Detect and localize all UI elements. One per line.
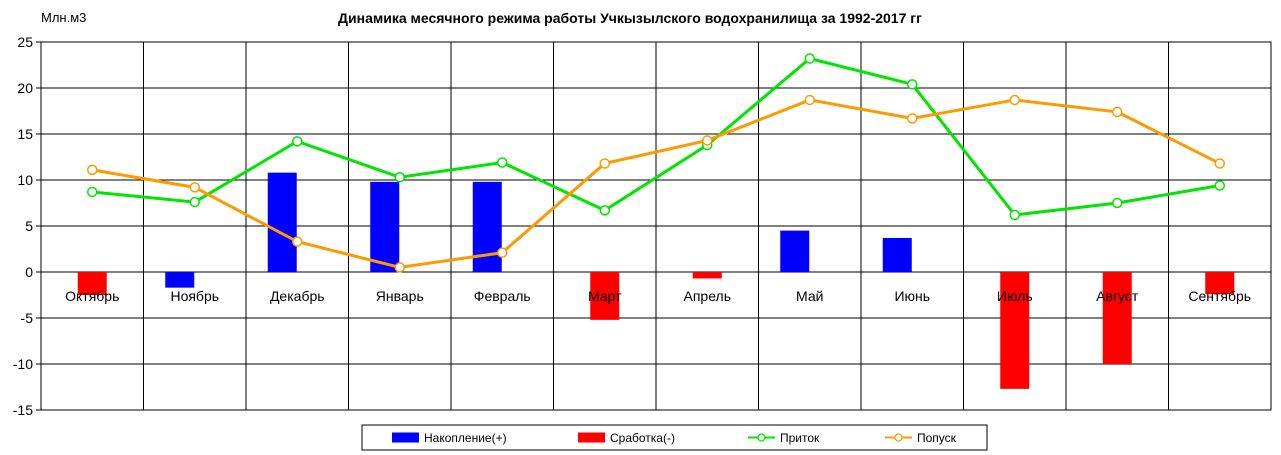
- category-label: Июнь: [894, 288, 930, 304]
- category-label: Ноябрь: [170, 288, 219, 304]
- legend-label: Сработка(-): [610, 431, 675, 445]
- category-label: Январь: [376, 288, 424, 304]
- category-label: Май: [796, 288, 823, 304]
- bar-accumulation: [882, 237, 912, 272]
- bar-drawdown: [590, 272, 620, 320]
- bar-accumulation: [472, 181, 502, 272]
- y-tick-label: 25: [17, 34, 33, 50]
- y-tick-label: 0: [25, 264, 33, 280]
- legend-marker: [894, 433, 903, 442]
- point-release: [599, 158, 610, 169]
- point-release: [87, 164, 98, 176]
- point-release: [1112, 106, 1123, 118]
- legend-label: Попуск: [917, 431, 957, 445]
- legend-swatch: [578, 432, 605, 443]
- point-release: [804, 94, 815, 106]
- point-inflow: [804, 53, 815, 64]
- bar-drawdown: [1102, 272, 1132, 364]
- point-inflow: [1214, 180, 1225, 191]
- category-label: Март: [588, 288, 622, 304]
- category-label: Февраль: [474, 288, 531, 304]
- y-tick-label: 10: [17, 172, 33, 188]
- bar-accumulation: [267, 172, 297, 272]
- point-inflow: [189, 196, 200, 208]
- legend-label: Приток: [780, 431, 820, 445]
- y-tick-label: -15: [13, 402, 33, 418]
- point-release: [1214, 158, 1225, 169]
- line-inflow: [92, 56, 1221, 217]
- category-label: Декабрь: [270, 288, 325, 304]
- point-inflow: [907, 79, 918, 90]
- point-release: [292, 236, 303, 247]
- point-release: [1009, 94, 1020, 106]
- y-tick-label: 15: [17, 126, 33, 142]
- line-release: [91, 98, 1221, 269]
- bar-accumulation: [370, 181, 400, 272]
- point-inflow: [1112, 197, 1123, 209]
- point-inflow: [497, 157, 508, 168]
- point-inflow: [1009, 209, 1020, 221]
- category-label: Август: [1096, 288, 1139, 304]
- point-inflow: [394, 171, 405, 183]
- point-release: [497, 247, 508, 258]
- category-label: Апрель: [684, 288, 732, 304]
- point-inflow: [87, 186, 98, 198]
- category-label: Июль: [997, 288, 1033, 304]
- bar-accumulation: [165, 272, 195, 288]
- y-tick-label: -5: [21, 310, 34, 326]
- legend-marker: [757, 433, 766, 442]
- chart-title: Динамика месячного режима работы Учкызыл…: [338, 10, 922, 26]
- plot-area: 25 20 15 10 5 0 -5 -10 -15 Октябрь Ноябрь Декабрь Ян…: [13, 34, 1272, 418]
- point-release: [907, 113, 918, 124]
- point-inflow: [292, 136, 303, 147]
- legend-label: Накопление(+): [424, 431, 507, 445]
- legend-swatch: [392, 432, 419, 443]
- y-tick-label: 20: [17, 80, 33, 96]
- category-label: Октябрь: [65, 288, 119, 304]
- bar-drawdown: [77, 272, 107, 295]
- category-label: Сентябрь: [1188, 288, 1251, 304]
- bar-drawdown: [1000, 272, 1030, 389]
- point-inflow: [599, 205, 610, 216]
- bar-drawdown: [1205, 272, 1235, 295]
- bar-accumulation: [780, 230, 810, 272]
- legend-box: [361, 424, 988, 451]
- y-tick-label: 5: [25, 218, 33, 234]
- y-tick-label: -10: [13, 356, 33, 372]
- legend: Накопление(+) Сработка(-) Приток Попуск: [361, 424, 988, 451]
- point-release: [702, 135, 713, 146]
- y-axis-unit-label: Млн.м3: [41, 10, 86, 25]
- bar-drawdown: [692, 272, 722, 279]
- point-release: [189, 182, 200, 193]
- point-release: [394, 262, 405, 273]
